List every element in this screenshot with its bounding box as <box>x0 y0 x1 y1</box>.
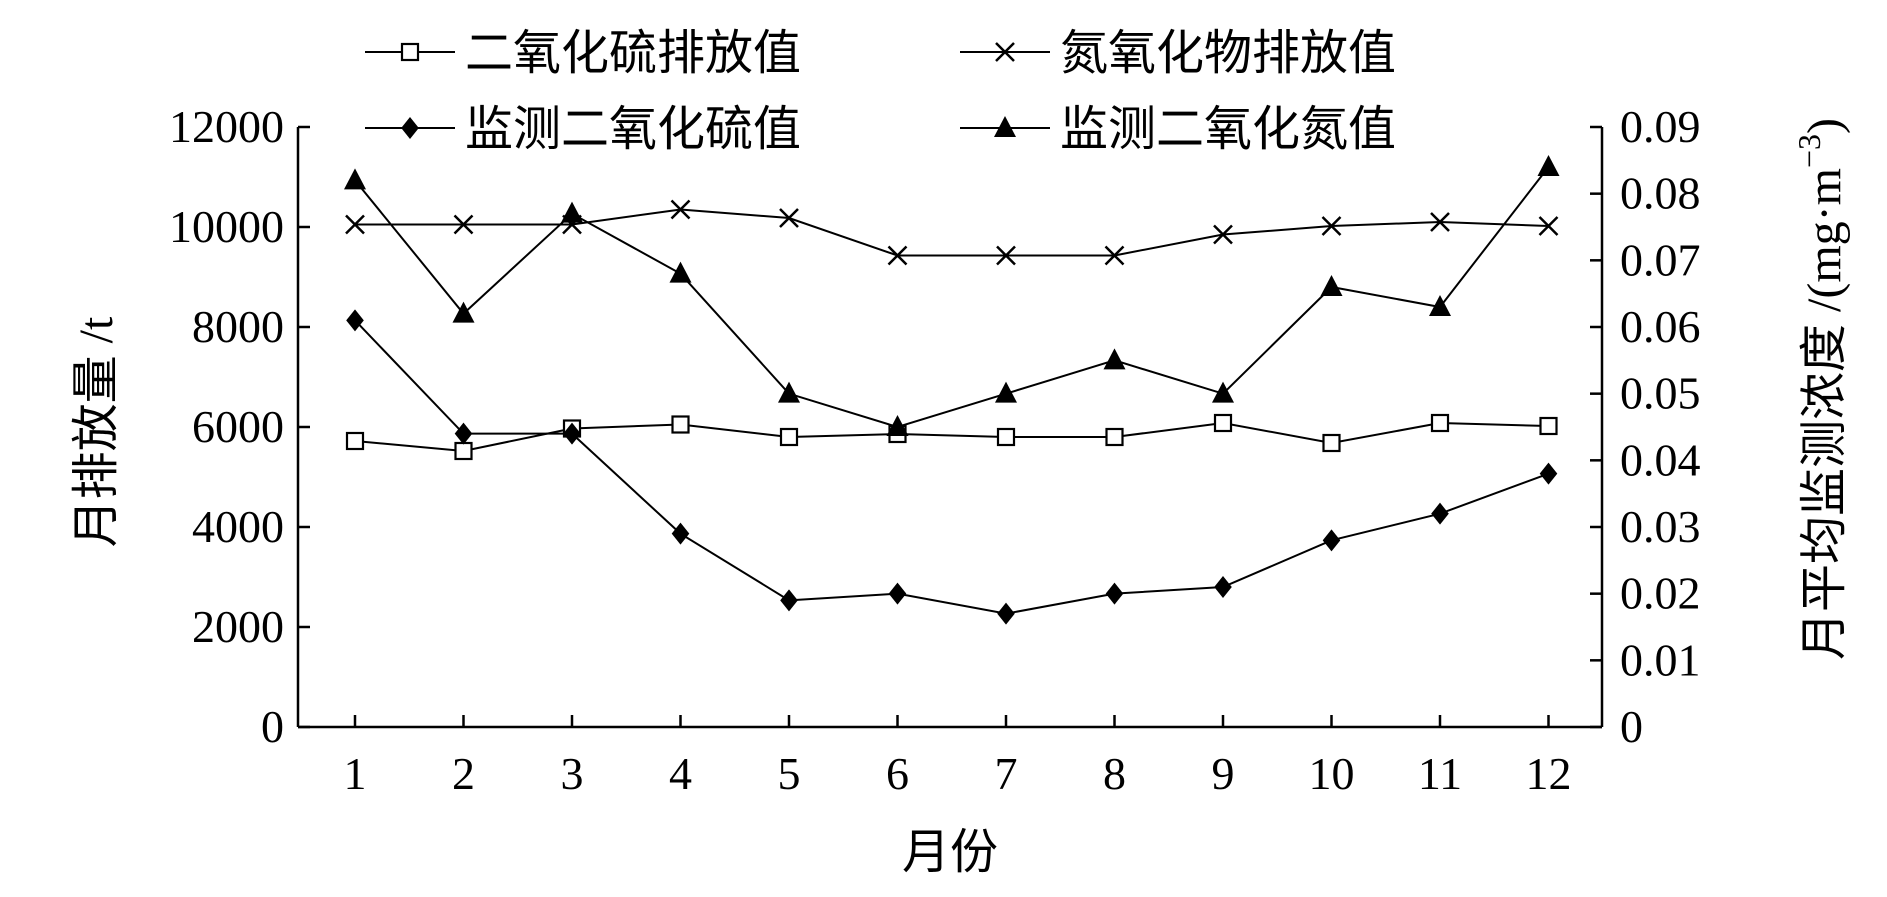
series-4-point <box>1320 275 1343 296</box>
series-1-point <box>779 427 799 447</box>
series-2-point <box>887 245 908 266</box>
x-tick-label: 6 <box>886 748 909 799</box>
x-axis-title: 月份 <box>902 826 998 879</box>
series-2-point <box>779 208 799 228</box>
series-1-point <box>671 415 690 434</box>
series-3-point <box>346 309 364 332</box>
legend-entry-label: 监测二氧化硫值 <box>465 103 801 156</box>
series-2-point <box>1538 216 1559 236</box>
series-2-point <box>453 214 474 235</box>
series-line-1 <box>354 421 1549 453</box>
left-y-tick-label: 6000 <box>192 401 284 452</box>
legend-marker <box>995 42 1015 62</box>
legend-marker <box>401 117 419 139</box>
x-tick-label: 10 <box>1309 748 1355 799</box>
series-3-point <box>1431 502 1449 525</box>
series-2-point <box>1430 212 1450 232</box>
series-4-point <box>1537 155 1560 176</box>
right-y-axis-title-close: ) <box>1798 118 1851 134</box>
right-y-tick-label: 0 <box>1620 701 1643 752</box>
right-y-tick-label: 0.01 <box>1620 634 1701 685</box>
series-2-point <box>1321 216 1342 236</box>
series-4-point <box>561 201 583 223</box>
series-3-point <box>1539 462 1558 485</box>
series-3-point <box>454 422 473 445</box>
series-4-point <box>1429 295 1451 316</box>
left-y-tick-label: 12000 <box>169 101 284 152</box>
series-2-point <box>1213 224 1233 245</box>
right-y-tick-label: 0.07 <box>1620 234 1701 285</box>
right-y-tick-label: 0.08 <box>1620 168 1701 219</box>
series-1-point <box>996 427 1016 447</box>
series-2-point <box>345 214 365 235</box>
series-2-point <box>670 199 691 220</box>
right-y-axis-title: 月平均监测浓度 /(mg·m−3) <box>1791 118 1851 660</box>
legend-entry-label: 二氧化硫排放值 <box>465 27 801 80</box>
series-1-point <box>1322 433 1341 453</box>
legend-entry-label: 氮氧化物排放值 <box>1060 27 1396 80</box>
left-y-tick-label: 8000 <box>192 301 284 352</box>
series-3-point <box>780 589 798 612</box>
x-tick-label: 9 <box>1212 748 1235 799</box>
x-tick-label: 8 <box>1103 748 1126 799</box>
series-3-point <box>563 422 581 445</box>
x-tick-label: 12 <box>1526 748 1572 799</box>
series-2-point <box>1104 245 1125 266</box>
x-tick-label: 2 <box>452 748 475 799</box>
series-3-point <box>997 602 1015 625</box>
series-1-point <box>1105 427 1124 447</box>
right-y-tick-label: 0.03 <box>1620 501 1701 552</box>
right-y-axis-title-main: 月平均监测浓度 /(mg·m <box>1798 168 1851 660</box>
series-3-point <box>1214 576 1232 598</box>
x-tick-label: 7 <box>995 748 1018 799</box>
series-1-point <box>345 431 365 451</box>
series-line-4 <box>354 166 1550 429</box>
series-4-point <box>886 415 909 436</box>
right-y-tick-label: 0.05 <box>1620 368 1701 419</box>
series-4-point <box>1103 348 1126 370</box>
left-y-axis-title: 月排放量 /t <box>70 316 123 547</box>
legend-marker <box>994 116 1016 137</box>
series-3-point <box>888 582 907 605</box>
right-y-axis-title-sup: −3 <box>1791 134 1827 168</box>
series-1-point <box>454 441 473 461</box>
series-4-point <box>452 301 475 323</box>
series-1-point <box>1539 416 1558 436</box>
right-y-tick-label: 0.06 <box>1620 301 1701 352</box>
x-tick-label: 5 <box>778 748 801 799</box>
series-4-point <box>669 261 692 283</box>
series-4-point <box>778 381 800 403</box>
axes: 0 2000 4000 6000 8000 10000 12000 0 0.01 0.02 0.03… <box>70 101 1851 879</box>
series-4-point <box>1212 381 1234 403</box>
series-3-point <box>1105 582 1124 605</box>
legend-marker <box>400 42 420 62</box>
legend-entry-label: 监测二氧化氮值 <box>1060 103 1396 156</box>
left-y-tick-label: 0 <box>261 701 284 752</box>
series-3-point <box>671 522 690 545</box>
x-tick-label: 4 <box>669 748 692 799</box>
series-3-point <box>1322 529 1341 552</box>
series-layer <box>344 155 1560 625</box>
series-4-point <box>995 381 1017 403</box>
right-y-tick-label: 0.09 <box>1620 101 1701 152</box>
x-tick-label: 1 <box>344 748 367 799</box>
series-1-point <box>1213 413 1233 433</box>
left-y-tick-label: 2000 <box>192 601 284 652</box>
left-y-tick-label: 10000 <box>169 201 284 252</box>
left-y-tick-label: 4000 <box>192 501 284 552</box>
x-tick-label: 3 <box>561 748 584 799</box>
right-y-tick-label: 0.02 <box>1620 568 1701 619</box>
series-2-point <box>996 245 1016 266</box>
series-4-point <box>344 168 366 190</box>
series-line-3 <box>354 319 1549 615</box>
series-1-point <box>1430 413 1450 433</box>
right-y-tick-label: 0.04 <box>1620 434 1701 485</box>
x-tick-label: 11 <box>1418 748 1462 799</box>
series-line-2 <box>355 208 1549 257</box>
